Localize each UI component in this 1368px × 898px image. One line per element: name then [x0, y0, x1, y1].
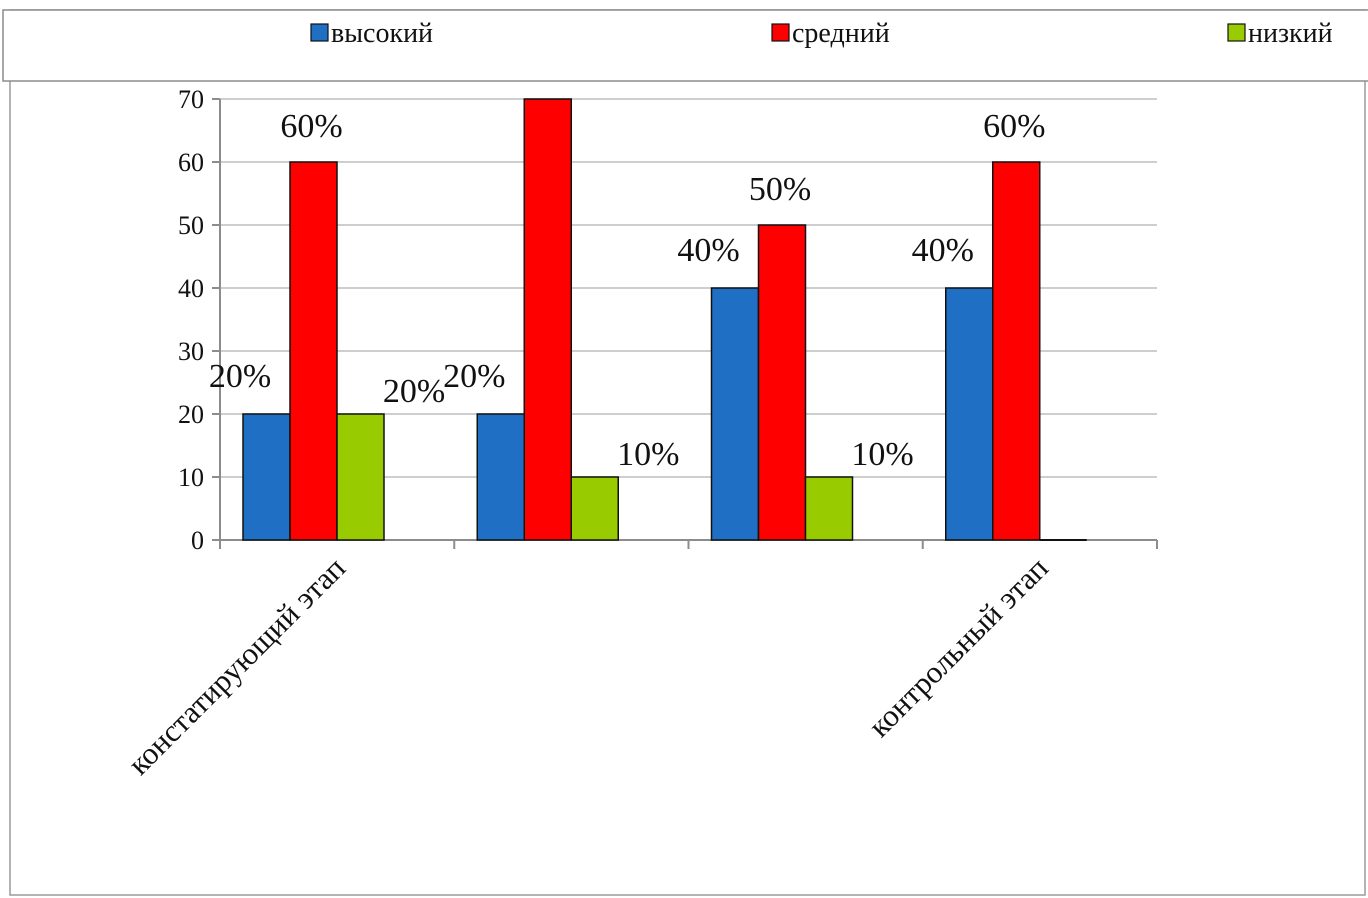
data-label: 20% — [383, 373, 445, 410]
bar-низкий-2 — [804, 476, 854, 541]
y-tick-label: 0 — [191, 526, 204, 555]
bar-высокий-3 — [945, 287, 994, 541]
legend: высокий средний низкий — [2, 9, 1368, 82]
bar-средний-2 — [757, 224, 807, 541]
data-label: 10% — [851, 436, 913, 473]
y-tick-label: 30 — [178, 337, 204, 366]
bar-средний-3 — [992, 161, 1041, 541]
data-label: 40% — [912, 232, 974, 269]
legend-box — [2, 9, 1368, 82]
data-label: 20% — [443, 358, 505, 395]
legend-swatch — [310, 23, 329, 42]
data-label: 10% — [617, 436, 679, 473]
data-labels: 20%20%40%40%60%70%50%60%20%10%10% — [209, 45, 1046, 473]
data-label: 20% — [209, 358, 271, 395]
legend-swatch — [1227, 23, 1246, 42]
y-tick-label: 40 — [178, 274, 204, 303]
bar-высокий-1 — [476, 413, 525, 541]
legend-swatch — [771, 23, 790, 42]
legend-label: средний — [792, 18, 890, 49]
y-tick-label: 10 — [178, 463, 204, 492]
bar-высокий-0 — [242, 413, 291, 541]
bar-низкий-1 — [570, 476, 619, 541]
chart-frame — [9, 9, 1366, 896]
y-tick-label: 50 — [178, 211, 204, 240]
y-tick-label: 20 — [178, 400, 204, 429]
bar-средний-1 — [523, 98, 572, 541]
data-label: 40% — [677, 232, 739, 269]
bar-средний-0 — [289, 161, 338, 541]
legend-label: высокий — [331, 18, 433, 49]
data-label: 60% — [280, 108, 342, 145]
y-tick-label: 60 — [178, 148, 204, 177]
bar-высокий-2 — [710, 287, 760, 541]
y-tick-label: 70 — [178, 85, 204, 114]
data-label: 50% — [749, 171, 811, 208]
legend-label: низкий — [1248, 18, 1333, 49]
data-label: 60% — [983, 108, 1045, 145]
bar-низкий-0 — [336, 413, 385, 541]
bars — [242, 98, 1087, 541]
